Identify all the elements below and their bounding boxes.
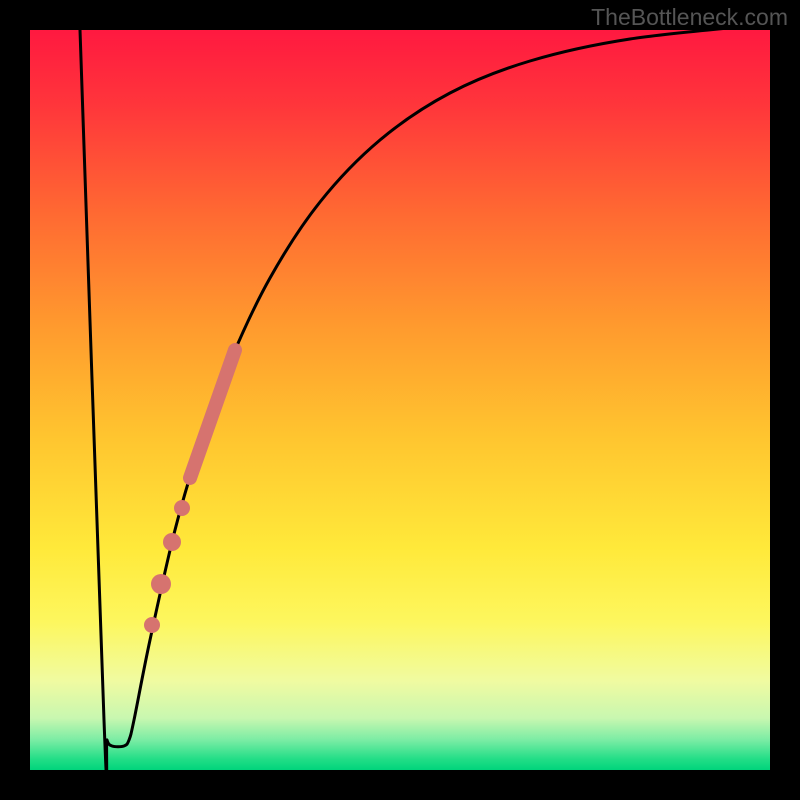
plot-area <box>30 30 770 770</box>
highlight-dot-3 <box>144 617 160 633</box>
chart-frame: TheBottleneck.com <box>0 0 800 800</box>
plot-svg <box>30 30 770 770</box>
highlight-dot-1 <box>163 533 181 551</box>
watermark-text: TheBottleneck.com <box>591 4 788 31</box>
gradient-background <box>30 30 770 770</box>
highlight-dot-0 <box>174 500 190 516</box>
highlight-dot-2 <box>151 574 171 594</box>
